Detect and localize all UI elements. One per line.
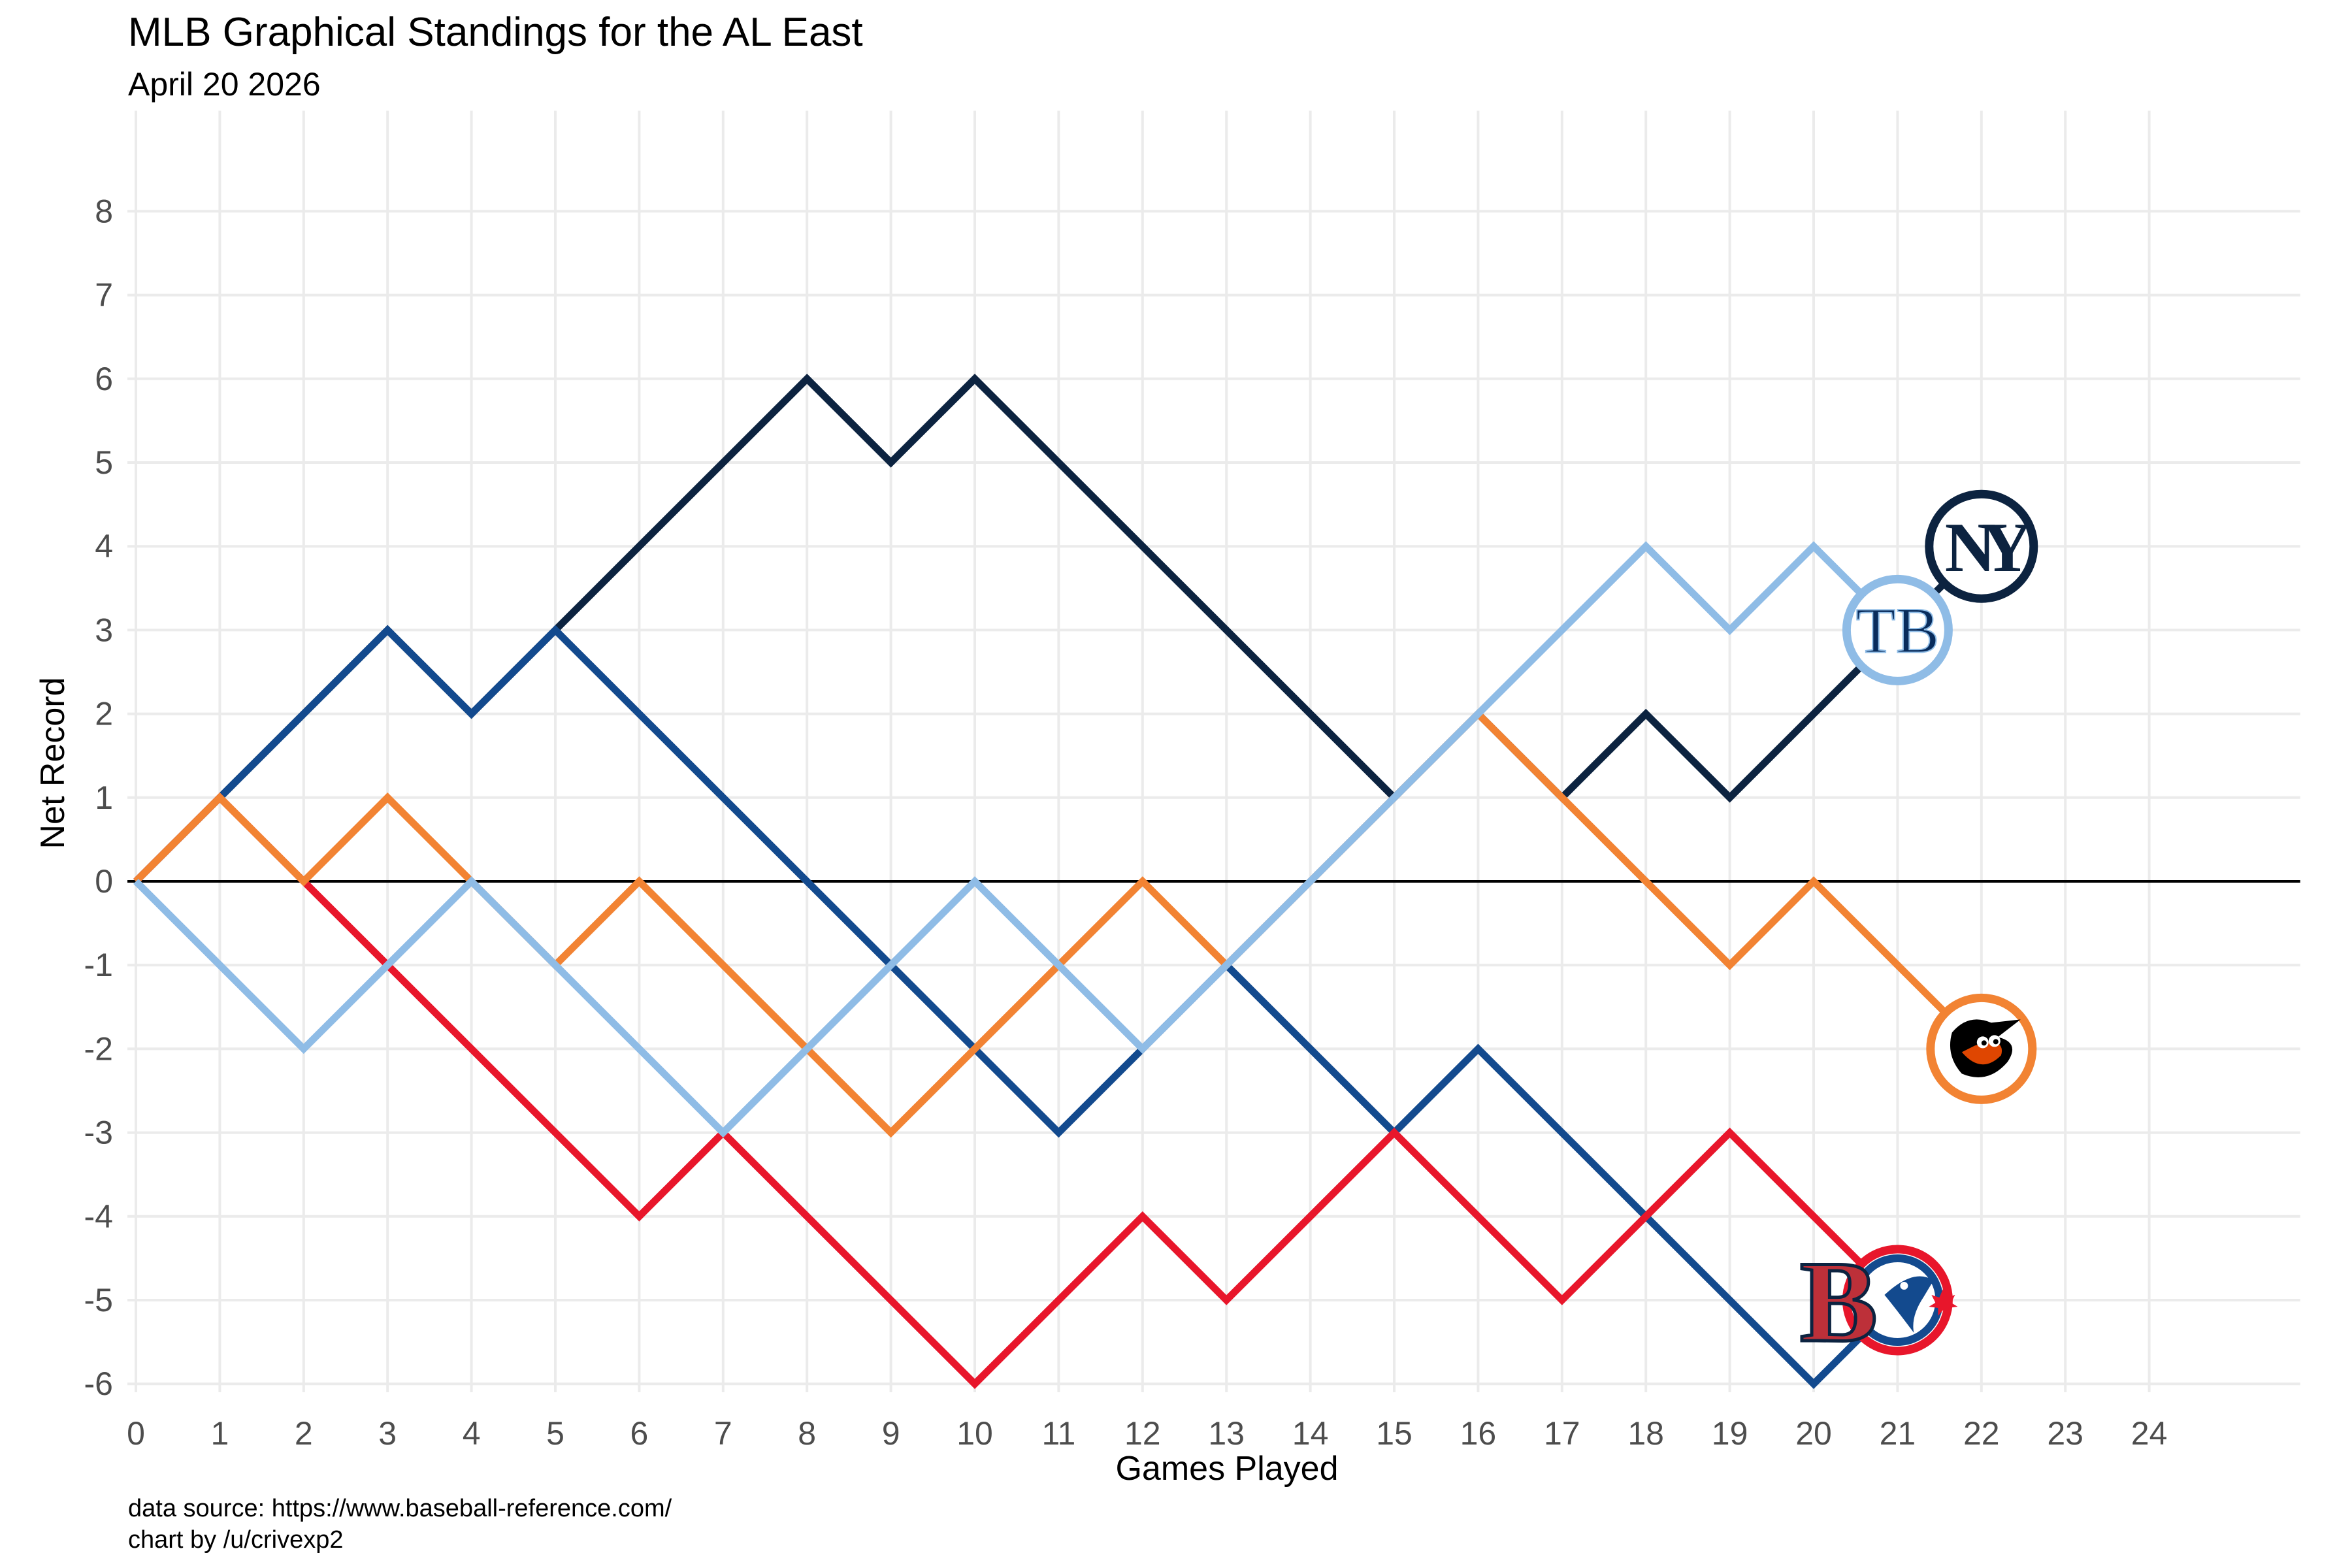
y-tick-label: 7: [95, 277, 113, 314]
x-tick-label: 19: [1712, 1415, 1748, 1452]
x-tick-label: 24: [2131, 1415, 2168, 1452]
x-tick-label: 7: [714, 1415, 732, 1452]
axis-ticks: 0 1 2 3 4 5 6 7 8 9 10 11 12 13 14 15 16 17 18 19 20 21 22 23 24…: [84, 193, 2168, 1452]
y-tick-label: 6: [95, 361, 113, 397]
x-tick-label: 16: [1460, 1415, 1497, 1452]
x-tick-label: 23: [2047, 1415, 2083, 1452]
y-tick-label: -1: [84, 947, 113, 983]
series-lines: [133, 374, 1984, 1389]
x-tick-label: 2: [295, 1415, 313, 1452]
x-tick-label: 14: [1292, 1415, 1329, 1452]
x-tick-label: 11: [1041, 1415, 1075, 1452]
x-tick-label: 20: [1795, 1415, 1832, 1452]
x-tick-label: 21: [1880, 1415, 1916, 1452]
y-tick-label: 1: [95, 779, 113, 816]
x-tick-label: 0: [127, 1415, 145, 1452]
y-tick-label: -3: [84, 1115, 113, 1151]
x-tick-label: 22: [1963, 1415, 2000, 1452]
y-tick-label: -4: [84, 1198, 113, 1235]
logo-ring-tb: [1842, 574, 1953, 685]
x-tick-label: 1: [210, 1415, 229, 1452]
y-tick-label: -5: [84, 1282, 113, 1318]
caption-data-source: data source: https://www.baseball-refere…: [128, 1495, 672, 1522]
x-tick-label: 5: [546, 1415, 564, 1452]
x-tick-label: 17: [1544, 1415, 1580, 1452]
series-line-tb: [133, 541, 1901, 1138]
orioles-pupil-icon: [1981, 1040, 1987, 1046]
chart-title: MLB Graphical Standings for the AL East: [128, 10, 863, 55]
x-tick-label: 10: [956, 1415, 993, 1452]
x-tick-label: 3: [378, 1415, 397, 1452]
x-tick-label: 12: [1124, 1415, 1161, 1452]
x-tick-label: 8: [798, 1415, 816, 1452]
red-sox-b-logo: B: [1800, 1237, 1878, 1366]
caption-author: chart by /u/crivexp2: [128, 1526, 344, 1554]
series-line-tor: [133, 625, 1901, 1389]
blue-jays-bird-icon: [1884, 1276, 1934, 1333]
y-tick-label: 5: [95, 444, 113, 481]
y-tick-label: 4: [95, 528, 113, 564]
grid: [127, 110, 2300, 1393]
y-tick-label: -6: [84, 1365, 113, 1402]
x-tick-label: 18: [1627, 1415, 1664, 1452]
y-tick-label: 3: [95, 612, 113, 648]
x-tick-label: 9: [882, 1415, 900, 1452]
y-axis-title: Net Record: [34, 678, 72, 849]
x-tick-label: 15: [1376, 1415, 1413, 1452]
series-line-bos: [133, 792, 1901, 1389]
y-tick-label: 8: [95, 193, 113, 229]
y-tick-label: 2: [95, 696, 113, 732]
maple-leaf-icon: [1929, 1288, 1958, 1316]
y-tick-label: 0: [95, 863, 113, 900]
x-axis-title: Games Played: [1115, 1450, 1338, 1488]
logo-ring-nyy: [1925, 489, 2038, 603]
x-tick-label: 4: [463, 1415, 481, 1452]
blue-jays-eye-icon: [1900, 1282, 1908, 1290]
chart-subtitle: April 20 2026: [128, 66, 321, 103]
orioles-bird-face-icon: [1961, 1041, 2002, 1065]
orioles-pupil-icon: [1993, 1039, 1999, 1045]
y-tick-label: -2: [84, 1030, 113, 1067]
x-tick-label: 6: [630, 1415, 648, 1452]
rays-tb-logo: TB: [1856, 594, 1940, 666]
x-tick-label: 13: [1208, 1415, 1245, 1452]
